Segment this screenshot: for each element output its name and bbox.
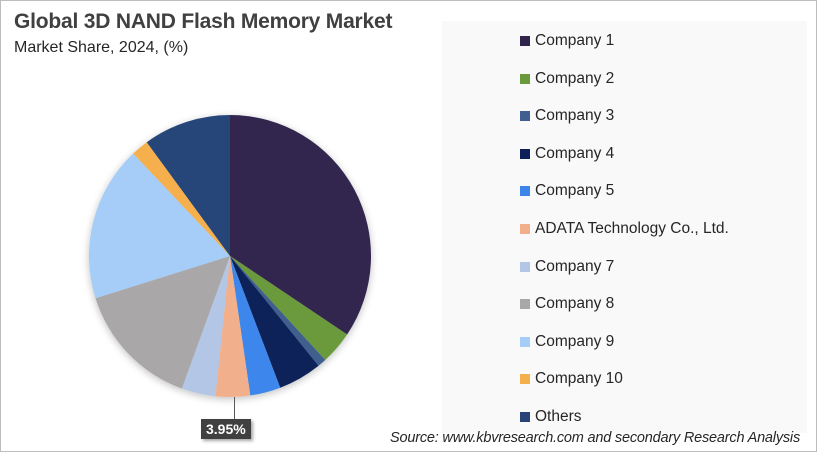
legend-item[interactable]: Company 3: [520, 104, 614, 128]
pie-slice-company-3: [230, 256, 326, 366]
legend-label: Company 7: [535, 257, 615, 275]
legend-swatch-icon: [520, 299, 530, 310]
legend-swatch-icon: [520, 111, 530, 122]
legend-swatch-icon: [520, 374, 530, 385]
source-note: Source: www.kbvresearch.com and secondar…: [390, 430, 800, 446]
pie-slice-others: [146, 115, 230, 256]
legend: Company 1 Company 2 Company 3 Company 4 Comp…: [442, 21, 807, 433]
legend-item[interactable]: Company 5: [520, 179, 614, 203]
legend-item[interactable]: Company 2: [520, 67, 614, 91]
legend-item[interactable]: Company 10: [520, 367, 623, 391]
pie-chart: [81, 107, 379, 405]
legend-swatch-icon: [520, 224, 530, 234]
pie-svg: [89, 115, 371, 397]
pie-slice-company-4: [230, 256, 319, 388]
legend-swatch-icon: [520, 261, 530, 272]
legend-item[interactable]: Company 8: [520, 292, 614, 316]
chart-title: Global 3D NAND Flash Memory Market: [14, 10, 393, 33]
legend-label: Company 3: [535, 107, 615, 125]
legend-swatch-icon: [520, 73, 530, 84]
pie-slice-company-1: [230, 115, 371, 335]
legend-item[interactable]: Company 4: [520, 142, 614, 166]
legend-swatch-icon: [520, 148, 530, 159]
legend-label: Company 8: [535, 295, 615, 313]
legend-label: Company 10: [535, 370, 623, 388]
legend-swatch-icon: [520, 36, 530, 46]
pie-slice-company-7: [181, 256, 230, 397]
legend-label: Others: [535, 408, 582, 425]
legend-label: Company 4: [535, 144, 615, 162]
legend-label: Company 5: [535, 182, 615, 200]
legend-item[interactable]: Company 9: [520, 330, 614, 354]
legend-item[interactable]: ADATA Technology Co., Ltd.: [520, 217, 729, 241]
pie-slice-company-9: [89, 153, 231, 299]
data-label-leader-line: [234, 397, 235, 419]
data-label-adata: 3.95%: [201, 419, 251, 439]
legend-label: Company 1: [535, 32, 615, 49]
legend-label: ADATA Technology Co., Ltd.: [535, 220, 729, 237]
legend-swatch-icon: [520, 336, 530, 347]
legend-item[interactable]: Company 1: [520, 29, 614, 53]
pie-slice-company-5: [230, 256, 281, 396]
legend-item[interactable]: Company 7: [520, 255, 614, 279]
legend-item[interactable]: Others: [520, 405, 582, 429]
legend-swatch-icon: [520, 186, 530, 197]
pie-slice-company-10: [133, 142, 230, 256]
chart-subtitle: Market Share, 2024, (%): [14, 39, 189, 56]
legend-swatch-icon: [520, 412, 530, 422]
pie-slice-company-2: [230, 256, 348, 360]
legend-label: Company 2: [535, 69, 615, 87]
pie-slice-company-8: [95, 256, 230, 389]
legend-label: Company 9: [535, 332, 615, 350]
pie-slice-adata-technology-co-ltd: [215, 256, 251, 397]
